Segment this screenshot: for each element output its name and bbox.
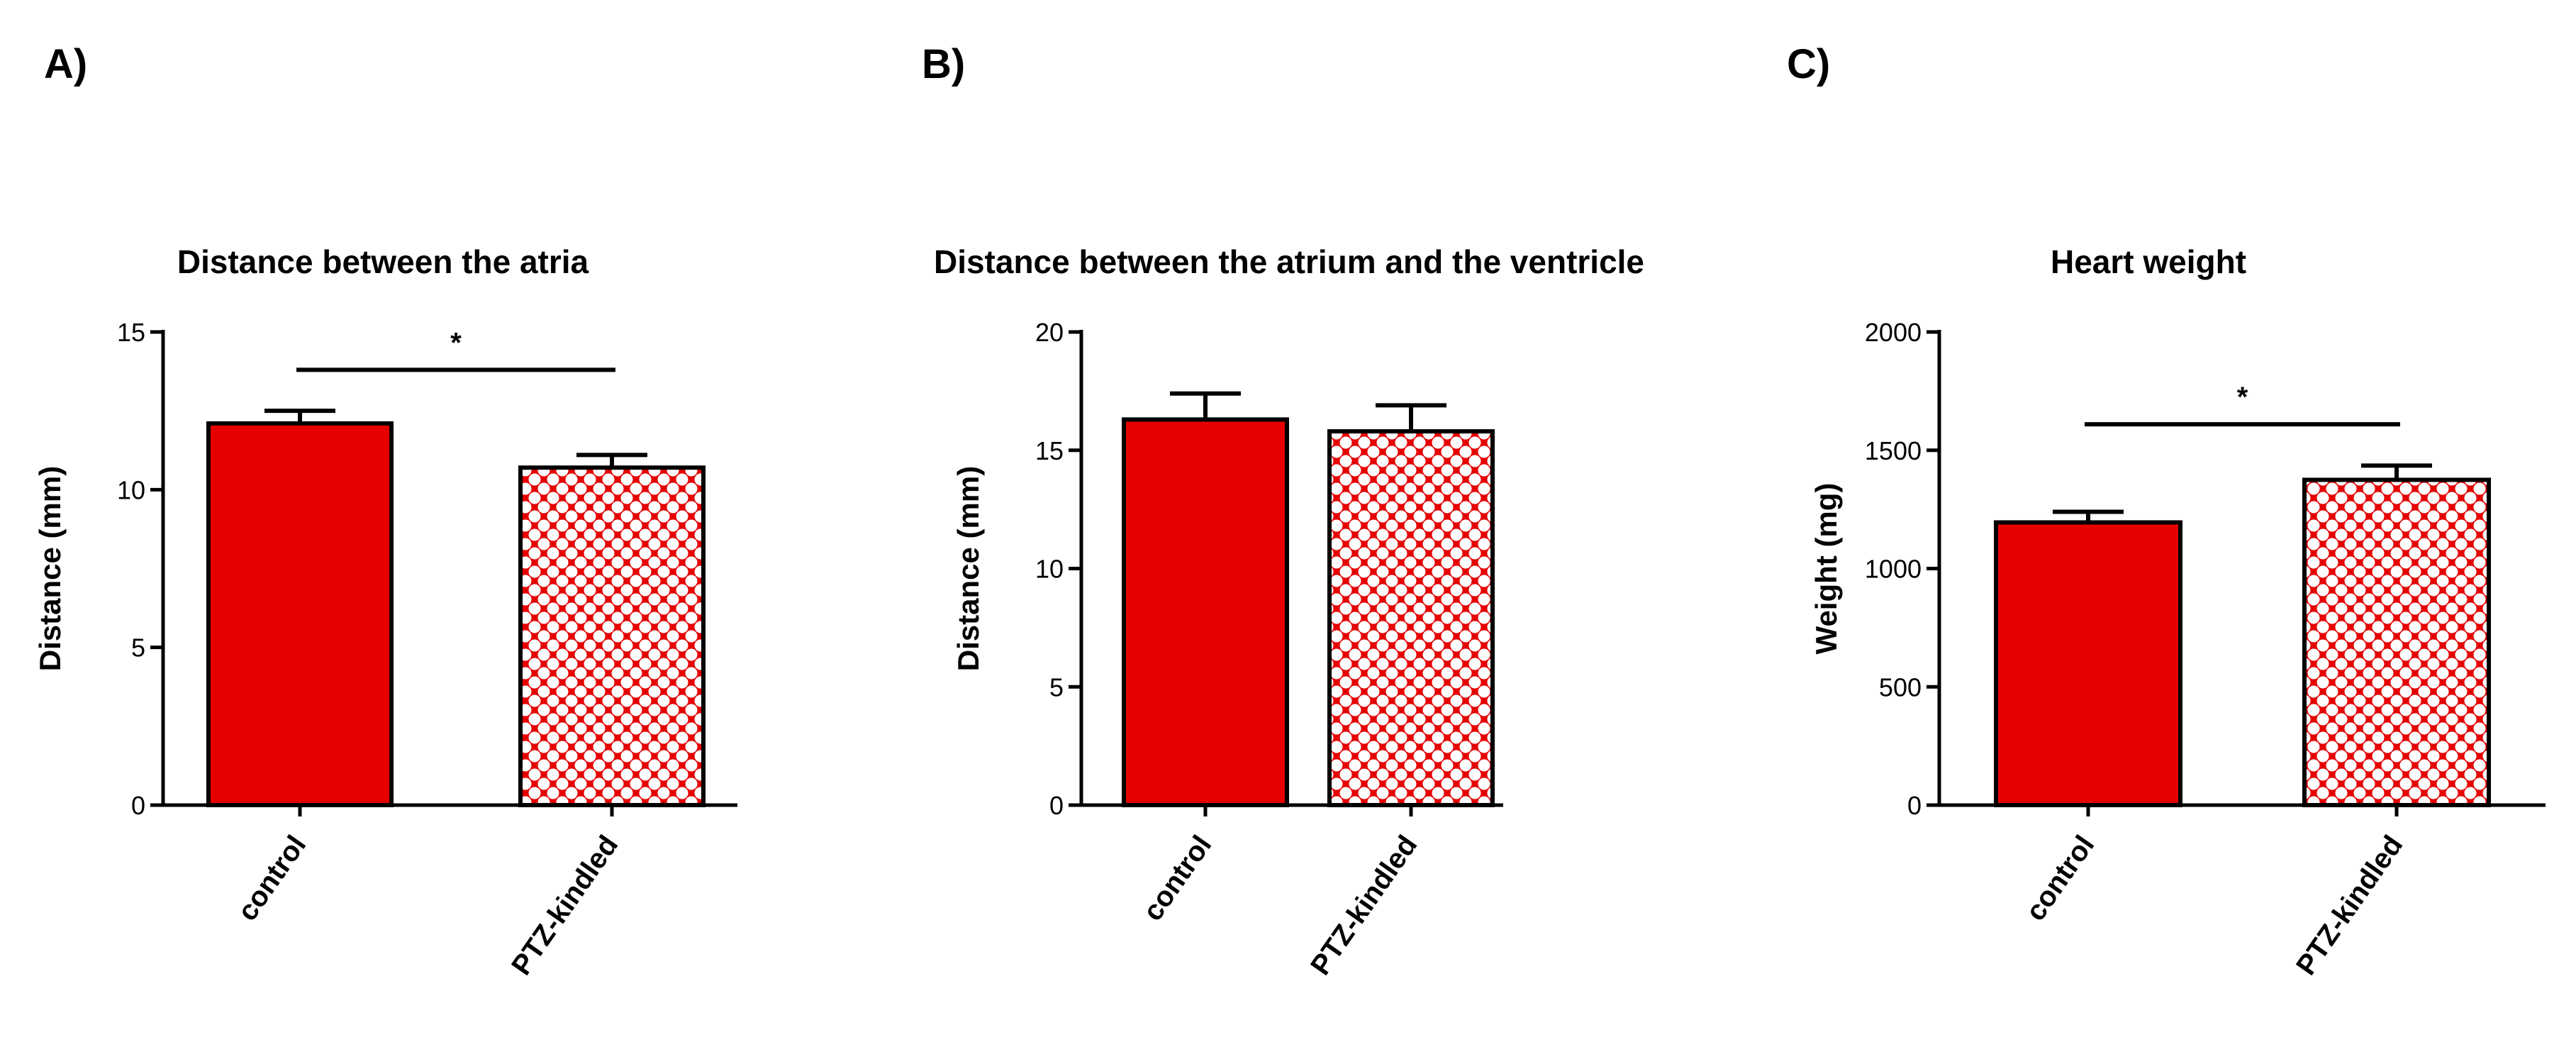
panel-2: B) Distance between the atrium and the ve… — [922, 41, 1644, 981]
y-tick-label: 1500 — [1865, 436, 1922, 465]
panel-label: C) — [1787, 41, 1830, 87]
y-axis-label: Distance (mm) — [952, 466, 985, 671]
panel-1: A) Distance between the atria Distance (mm… — [33, 41, 737, 981]
y-axis-label: Distance (mm) — [33, 466, 67, 671]
y-tick-label: 1000 — [1865, 555, 1922, 584]
x-tick-label: PTZ-kindled — [2290, 830, 2409, 981]
chart-title: Distance between the atria — [177, 243, 589, 280]
y-tick-label: 0 — [1907, 791, 1922, 820]
x-tick-label: control — [2020, 830, 2101, 926]
y-tick-label: 5 — [131, 633, 145, 663]
x-tick-label: control — [232, 830, 313, 926]
significance-marker: * — [450, 327, 462, 358]
y-tick-label: 0 — [1049, 791, 1064, 820]
chart-title: Heart weight — [2051, 243, 2246, 280]
panel-3: C) Heart weight Weight (mg) 0 500 1000 1500 200… — [1787, 41, 2546, 981]
x-tick-label: PTZ-kindled — [506, 830, 624, 981]
y-tick-label: 5 — [1049, 672, 1064, 702]
y-axis-label: Weight (mg) — [1810, 483, 1843, 655]
bar-ptz-kindled — [1327, 429, 1495, 807]
bar-control — [206, 421, 394, 807]
bar-ptz-kindled — [2302, 477, 2491, 807]
y-tick-label: 2000 — [1865, 318, 1922, 347]
significance-marker: * — [2237, 382, 2248, 413]
y-tick-label: 0 — [131, 791, 145, 820]
bar-control — [1122, 417, 1289, 807]
y-tick-label: 15 — [1035, 436, 1064, 465]
y-tick-label: 10 — [117, 475, 145, 504]
panel-label: A) — [44, 41, 87, 87]
y-tick-label: 10 — [1035, 555, 1064, 584]
bar-control — [1994, 520, 2182, 808]
x-tick-label: PTZ-kindled — [1305, 830, 1423, 981]
y-tick-label: 15 — [117, 318, 145, 347]
chart-title: Distance between the atrium and the vent… — [934, 243, 1644, 280]
bar-ptz-kindled — [518, 465, 706, 807]
panel-label: B) — [922, 41, 965, 87]
y-tick-label: 20 — [1035, 318, 1064, 347]
y-tick-label: 500 — [1879, 672, 1922, 702]
x-tick-label: control — [1137, 830, 1218, 926]
